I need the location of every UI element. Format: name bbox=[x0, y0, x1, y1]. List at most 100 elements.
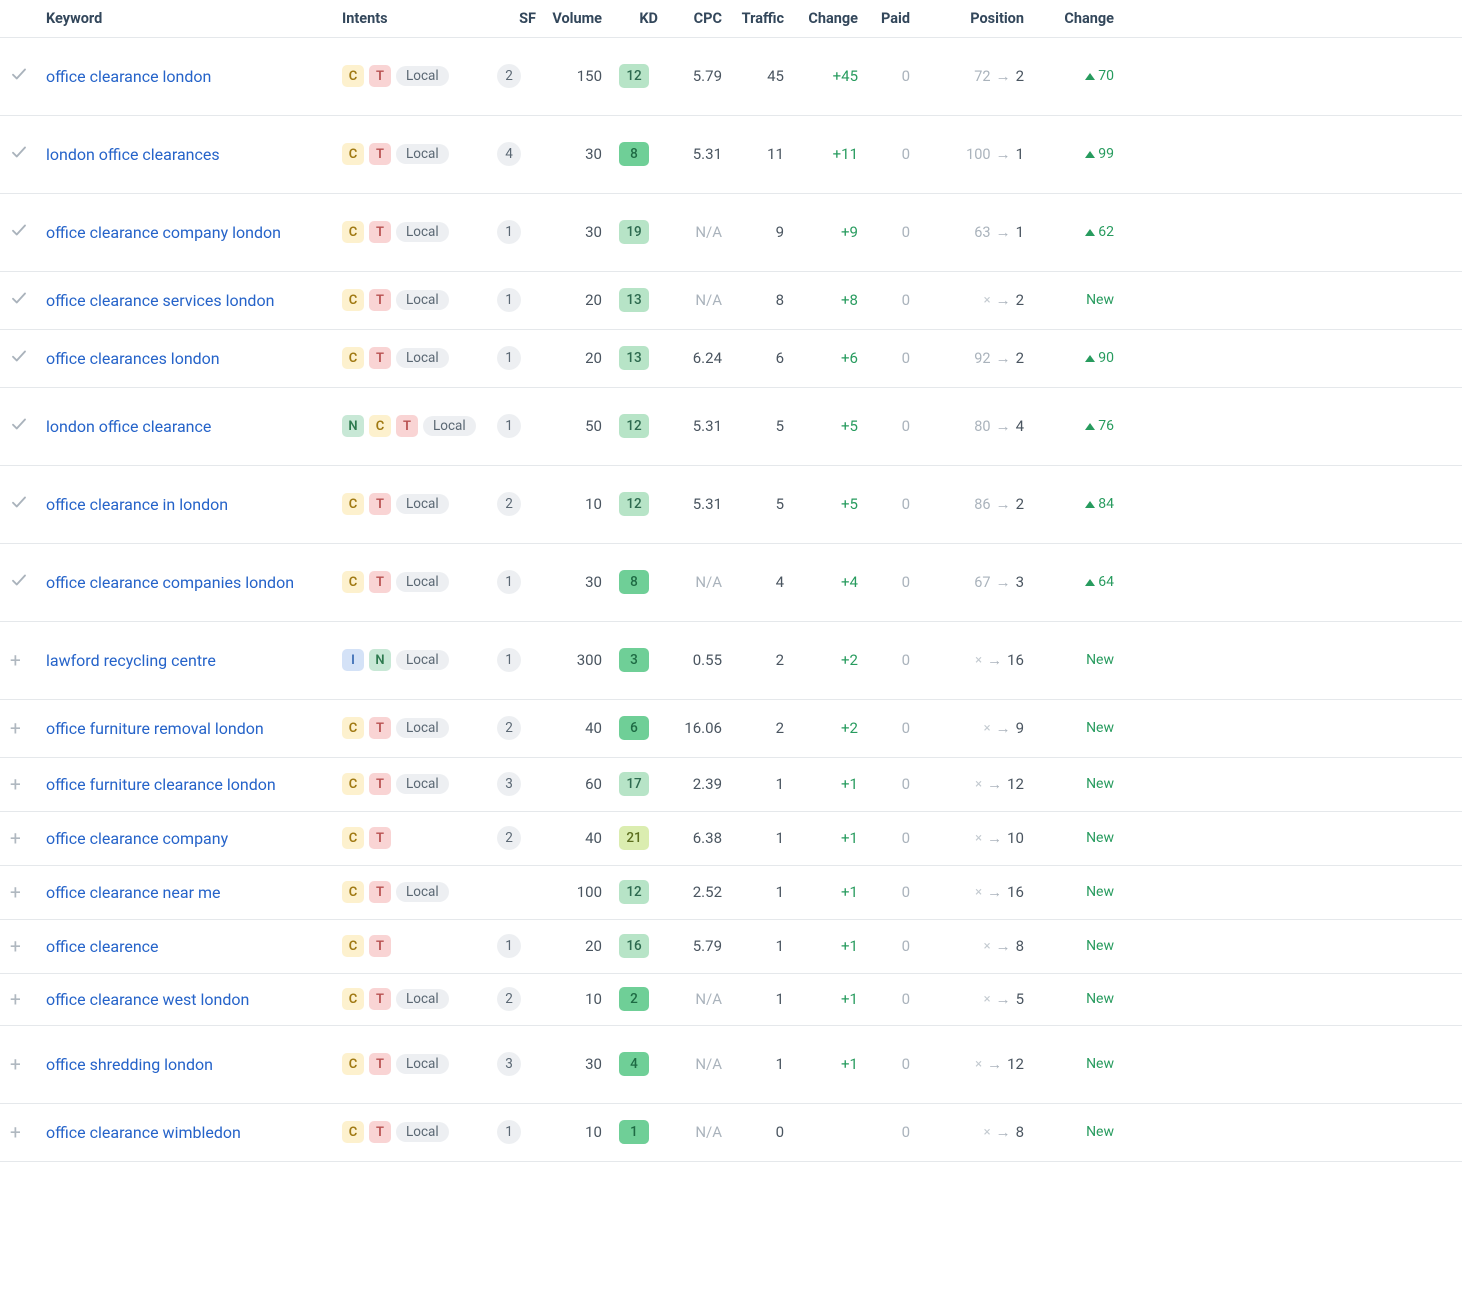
sf-cell: 3 bbox=[482, 1052, 536, 1076]
volume-cell: 40 bbox=[536, 719, 610, 737]
traffic-cell: 2 bbox=[724, 651, 786, 669]
check-icon[interactable] bbox=[10, 143, 46, 165]
position-change-new: New bbox=[1086, 884, 1114, 900]
traffic-cell: 2 bbox=[724, 719, 786, 737]
header-keyword[interactable]: Keyword bbox=[46, 10, 342, 27]
arrow-right-icon: → bbox=[987, 775, 1002, 793]
kd-badge: 13 bbox=[619, 346, 649, 370]
header-kd[interactable]: KD bbox=[610, 10, 658, 27]
plus-icon[interactable]: + bbox=[10, 883, 46, 902]
traffic-cell: 1 bbox=[724, 883, 786, 901]
keyword-link[interactable]: office clearance in london bbox=[46, 495, 228, 514]
traffic-change-cell: +2 bbox=[786, 719, 862, 737]
paid-cell: 0 bbox=[862, 349, 914, 367]
position-from-none-icon: × bbox=[975, 1057, 982, 1072]
sf-badge: 1 bbox=[497, 570, 521, 594]
position-change-cell: New bbox=[1032, 991, 1114, 1007]
position-to: 16 bbox=[1007, 883, 1024, 901]
keyword-link[interactable]: lawford recycling centre bbox=[46, 651, 216, 670]
paid-cell: 0 bbox=[862, 719, 914, 737]
plus-icon[interactable]: + bbox=[10, 1123, 46, 1142]
keyword-link[interactable]: office shredding london bbox=[46, 1055, 213, 1074]
position-from-none-icon: × bbox=[975, 653, 982, 668]
kd-badge: 4 bbox=[619, 1052, 649, 1076]
keyword-link[interactable]: office clearence bbox=[46, 937, 159, 956]
header-sf[interactable]: SF bbox=[482, 10, 536, 27]
keyword-cell: office clearance near me bbox=[46, 883, 342, 902]
keyword-link[interactable]: office clearance wimbledon bbox=[46, 1123, 241, 1142]
plus-icon[interactable]: + bbox=[10, 937, 46, 956]
header-position[interactable]: Position bbox=[914, 10, 1032, 27]
position-to: 12 bbox=[1007, 1055, 1024, 1073]
local-badge: Local bbox=[396, 1122, 449, 1142]
position-from-none-icon: × bbox=[984, 992, 991, 1007]
keyword-cell: office clearance london bbox=[46, 67, 342, 86]
keyword-link[interactable]: office clearance company london bbox=[46, 223, 281, 242]
plus-icon[interactable]: + bbox=[10, 829, 46, 848]
plus-icon[interactable]: + bbox=[10, 990, 46, 1009]
keyword-link[interactable]: office clearance company bbox=[46, 829, 228, 848]
cpc-cell: 2.39 bbox=[658, 775, 724, 793]
position-change-cell: 76 bbox=[1032, 418, 1114, 434]
triangle-up-icon bbox=[1085, 579, 1095, 586]
table-row: office clearance in londonCTLocal210125.… bbox=[0, 466, 1462, 544]
header-cpc[interactable]: CPC bbox=[658, 10, 724, 27]
header-traffic[interactable]: Traffic bbox=[724, 10, 786, 27]
intents-cell: CTLocal bbox=[342, 143, 482, 165]
local-badge: Local bbox=[423, 416, 476, 436]
plus-icon[interactable]: + bbox=[10, 1055, 46, 1074]
traffic-change-cell: +6 bbox=[786, 349, 862, 367]
check-icon[interactable] bbox=[10, 65, 46, 87]
keyword-link[interactable]: office clearance near me bbox=[46, 883, 220, 902]
position-cell: ×→12 bbox=[914, 775, 1032, 793]
plus-icon[interactable]: + bbox=[10, 719, 46, 738]
keyword-cell: office furniture clearance london bbox=[46, 775, 342, 794]
table-row: office clearance londonCTLocal2150125.79… bbox=[0, 38, 1462, 116]
header-change[interactable]: Change bbox=[786, 10, 862, 27]
keyword-link[interactable]: london office clearance bbox=[46, 417, 211, 436]
keyword-link[interactable]: office clearance london bbox=[46, 67, 211, 86]
check-icon[interactable] bbox=[10, 347, 46, 369]
sf-badge: 1 bbox=[497, 288, 521, 312]
header-volume[interactable]: Volume bbox=[536, 10, 610, 27]
cpc-cell: N/A bbox=[658, 1123, 724, 1141]
check-icon[interactable] bbox=[10, 493, 46, 515]
keyword-link[interactable]: office clearance west london bbox=[46, 990, 249, 1009]
intents-cell: CTLocal bbox=[342, 289, 482, 311]
arrow-right-icon: → bbox=[996, 495, 1011, 513]
position-change-new: New bbox=[1086, 776, 1114, 792]
position-to: 1 bbox=[1016, 223, 1024, 241]
paid-cell: 0 bbox=[862, 990, 914, 1008]
position-to: 12 bbox=[1007, 775, 1024, 793]
intent-badge-c: C bbox=[342, 988, 364, 1010]
keyword-link[interactable]: london office clearances bbox=[46, 145, 220, 164]
header-intents[interactable]: Intents bbox=[342, 10, 482, 27]
kd-badge: 1 bbox=[619, 1120, 649, 1144]
volume-cell: 20 bbox=[536, 291, 610, 309]
check-icon[interactable] bbox=[10, 415, 46, 437]
keyword-link[interactable]: office clearances london bbox=[46, 349, 220, 368]
sf-badge: 2 bbox=[497, 492, 521, 516]
plus-icon[interactable]: + bbox=[10, 775, 46, 794]
intent-badge-t: T bbox=[369, 717, 391, 739]
volume-cell: 10 bbox=[536, 990, 610, 1008]
sf-cell: 2 bbox=[482, 987, 536, 1011]
volume-cell: 30 bbox=[536, 573, 610, 591]
check-icon[interactable] bbox=[10, 289, 46, 311]
intents-cell: CTLocal bbox=[342, 1121, 482, 1143]
keyword-link[interactable]: office furniture clearance london bbox=[46, 775, 276, 794]
traffic-change-cell: +45 bbox=[786, 67, 862, 85]
header-paid[interactable]: Paid bbox=[862, 10, 914, 27]
check-icon[interactable] bbox=[10, 221, 46, 243]
keyword-link[interactable]: office clearance services london bbox=[46, 291, 274, 310]
keyword-link[interactable]: office furniture removal london bbox=[46, 719, 264, 738]
header-poschange[interactable]: Change bbox=[1032, 10, 1114, 27]
intent-badge-t: T bbox=[369, 143, 391, 165]
keyword-cell: office clearance company london bbox=[46, 223, 342, 242]
keyword-link[interactable]: office clearance companies london bbox=[46, 573, 294, 592]
traffic-cell: 1 bbox=[724, 937, 786, 955]
check-icon[interactable] bbox=[10, 571, 46, 593]
plus-icon[interactable]: + bbox=[10, 651, 46, 670]
traffic-change-cell: +11 bbox=[786, 145, 862, 163]
position-change-value: 90 bbox=[1098, 350, 1114, 366]
